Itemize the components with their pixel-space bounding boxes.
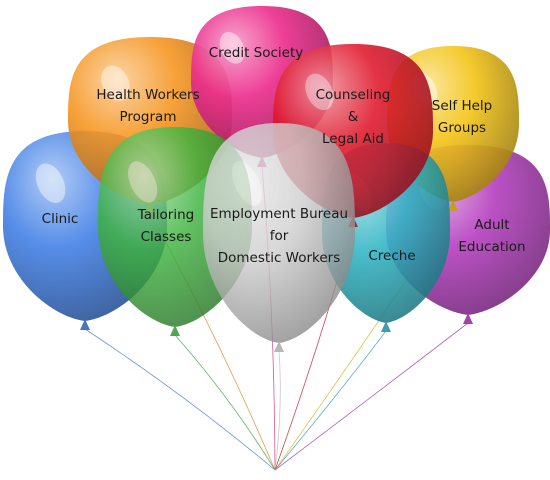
balloon-knot-selfhelp: [448, 200, 458, 211]
balloon-shine-health: [101, 65, 130, 101]
balloon-shine-employment: [232, 160, 263, 207]
balloon-body-employment: [203, 123, 355, 343]
balloon-knot-adult: [463, 313, 473, 324]
balloon-knot-tailoring: [170, 325, 180, 336]
string-creche: [274, 330, 387, 471]
string-tailoring: [174, 334, 276, 471]
balloon-shine-clinic: [35, 163, 66, 203]
balloon-shine-credit: [219, 31, 245, 64]
string-employment: [274, 350, 281, 471]
balloon-knot-creche: [381, 321, 391, 332]
string-adult: [274, 322, 469, 471]
balloon-knot-employment: [274, 341, 284, 352]
balloon-employment: [203, 123, 355, 352]
string-clinic: [84, 328, 276, 471]
balloon-shine-tailoring: [128, 161, 158, 203]
balloon-knot-clinic: [80, 319, 90, 330]
balloon-shine-counseling: [305, 73, 334, 111]
